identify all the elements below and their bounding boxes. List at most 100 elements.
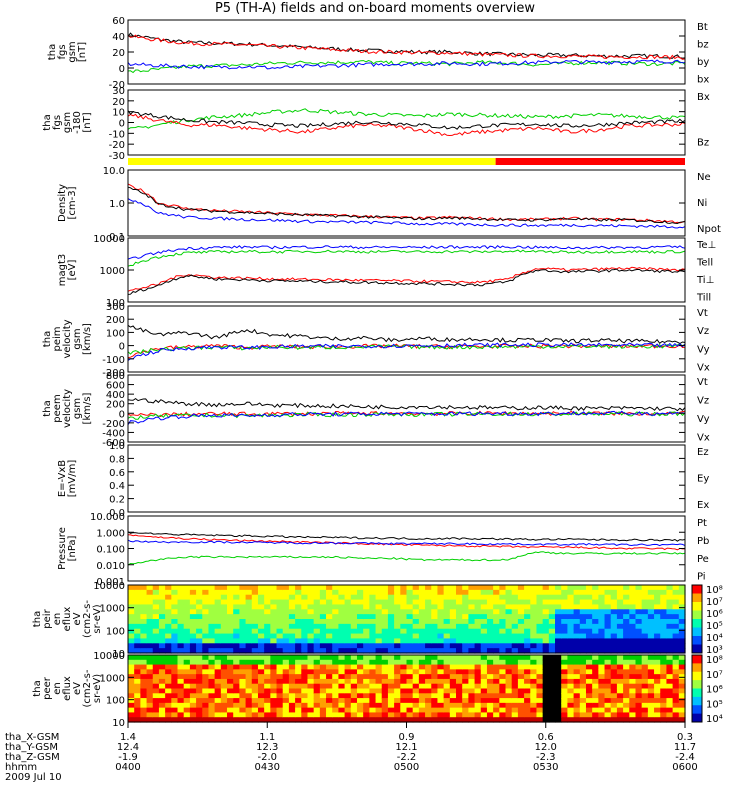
spectrogram-cell: [678, 702, 686, 709]
spectrogram-cell: [456, 712, 463, 718]
spectrogram-cell: [616, 659, 624, 666]
spectrogram-cell: [666, 609, 674, 615]
spectrogram-cell: [412, 655, 420, 661]
spectrogram-cell: [418, 599, 426, 606]
spectrogram-cell: [307, 707, 315, 714]
spectrogram-cell: [196, 623, 203, 630]
spectrogram-cell: [387, 678, 395, 685]
spectrogram-cell: [171, 643, 179, 649]
spectrogram-cell: [536, 633, 544, 640]
spectrogram-cell: [344, 604, 352, 610]
y-axis-label: (cm2-s-: [82, 669, 93, 707]
spectrogram-cell: [610, 674, 618, 680]
spectrogram-cell: [585, 659, 593, 666]
legend-entry: Vz: [697, 326, 709, 337]
spectrogram-cell: [288, 609, 296, 615]
colorbar-label: 10⁷: [706, 670, 723, 681]
spectrogram-cell: [381, 664, 389, 670]
spectrogram-cell: [282, 604, 290, 610]
spectrogram-cell: [307, 599, 315, 606]
spectrogram-cell: [598, 693, 606, 699]
spectrogram-cell: [604, 628, 612, 635]
spectrogram-cell: [443, 698, 451, 704]
spectrogram-cell: [394, 659, 401, 666]
spectrogram-cell: [239, 678, 247, 685]
spectrogram-cell: [462, 688, 469, 694]
spectrogram-cell: [369, 594, 377, 601]
colorbar-segment: [692, 663, 702, 673]
spectrogram-cell: [375, 669, 383, 675]
spectrogram-cell: [381, 678, 389, 685]
spectrogram-cell: [400, 717, 408, 723]
spectrogram-cell: [641, 585, 649, 591]
spectrogram-cell: [654, 693, 661, 699]
spectrogram-cell: [499, 589, 507, 596]
spectrogram-cell: [375, 614, 383, 620]
spectrogram-cell: [276, 638, 284, 644]
spectrogram-cell: [245, 655, 253, 661]
spectrogram-cell: [431, 688, 439, 694]
spectrogram-cell: [555, 678, 562, 685]
spectrogram-cell: [332, 594, 340, 601]
spectrogram-cell: [561, 609, 569, 615]
spectrogram-cell: [288, 669, 296, 675]
spectrogram-cell: [456, 585, 463, 591]
spectrogram-cell: [431, 643, 439, 649]
spectrogram-cell: [183, 712, 191, 718]
spectrogram-cell: [486, 614, 494, 620]
spectrogram-cell: [134, 619, 141, 625]
spectrogram-cell: [499, 628, 507, 635]
spectrogram-cell: [251, 648, 259, 654]
spectrogram-cell: [270, 594, 278, 601]
spectrogram-cell: [598, 659, 606, 666]
spectrogram-cell: [344, 648, 352, 654]
spectrogram-cell: [456, 628, 463, 635]
spectrogram-cell: [128, 589, 135, 596]
spectrogram-cell: [579, 702, 587, 709]
spectrogram-cell: [270, 707, 278, 714]
legend-entry: Vt: [697, 308, 708, 319]
spectrogram-cell: [220, 693, 228, 699]
spectrogram-cell: [548, 678, 556, 685]
spectrogram-cell: [548, 702, 556, 709]
spectrogram-cell: [319, 664, 327, 670]
spectrogram-cell: [146, 628, 154, 635]
spectrogram-cell: [486, 712, 494, 718]
spectrogram-cell: [418, 659, 426, 666]
spectrogram-cell: [134, 643, 141, 649]
spectrogram-cell: [654, 633, 661, 640]
spectrogram-cell: [524, 604, 531, 610]
spectrogram-cell: [641, 678, 649, 685]
spectrogram-cell: [666, 643, 674, 649]
spectrogram-cell: [604, 638, 612, 644]
spectrogram-cell: [338, 633, 346, 640]
spectrogram-cell: [493, 688, 500, 694]
spectrogram-cell: [251, 609, 259, 615]
spectrogram-cell: [146, 609, 154, 615]
spectrogram-cell: [158, 638, 166, 644]
spectrogram-cell: [585, 678, 593, 685]
spectrogram-cell: [573, 594, 581, 601]
spectrogram-cell: [666, 648, 674, 654]
spectrogram-cell: [276, 628, 284, 635]
spectrogram-cell: [245, 609, 253, 615]
spectrogram-cell: [282, 678, 290, 685]
spectrogram-cell: [561, 619, 569, 625]
spectrogram-cell: [678, 609, 686, 615]
spectrogram-cell: [282, 702, 290, 709]
spectrogram-cell: [555, 643, 562, 649]
spectrogram-cell: [276, 585, 284, 591]
spectrogram-cell: [202, 614, 210, 620]
spectrogram-cell: [505, 683, 513, 690]
spectrogram-cell: [635, 712, 643, 718]
spectrogram-cell: [307, 628, 315, 635]
spectrogram-cell: [530, 609, 538, 615]
spectrogram-cell: [375, 643, 383, 649]
spectrogram-cell: [505, 585, 513, 591]
spectrogram-cell: [604, 674, 612, 680]
spectrogram-cell: [282, 628, 290, 635]
spectrogram-cell: [462, 674, 469, 680]
spectrogram-cell: [245, 702, 253, 709]
spectrogram-cell: [592, 599, 599, 606]
spectrogram-cell: [474, 698, 482, 704]
